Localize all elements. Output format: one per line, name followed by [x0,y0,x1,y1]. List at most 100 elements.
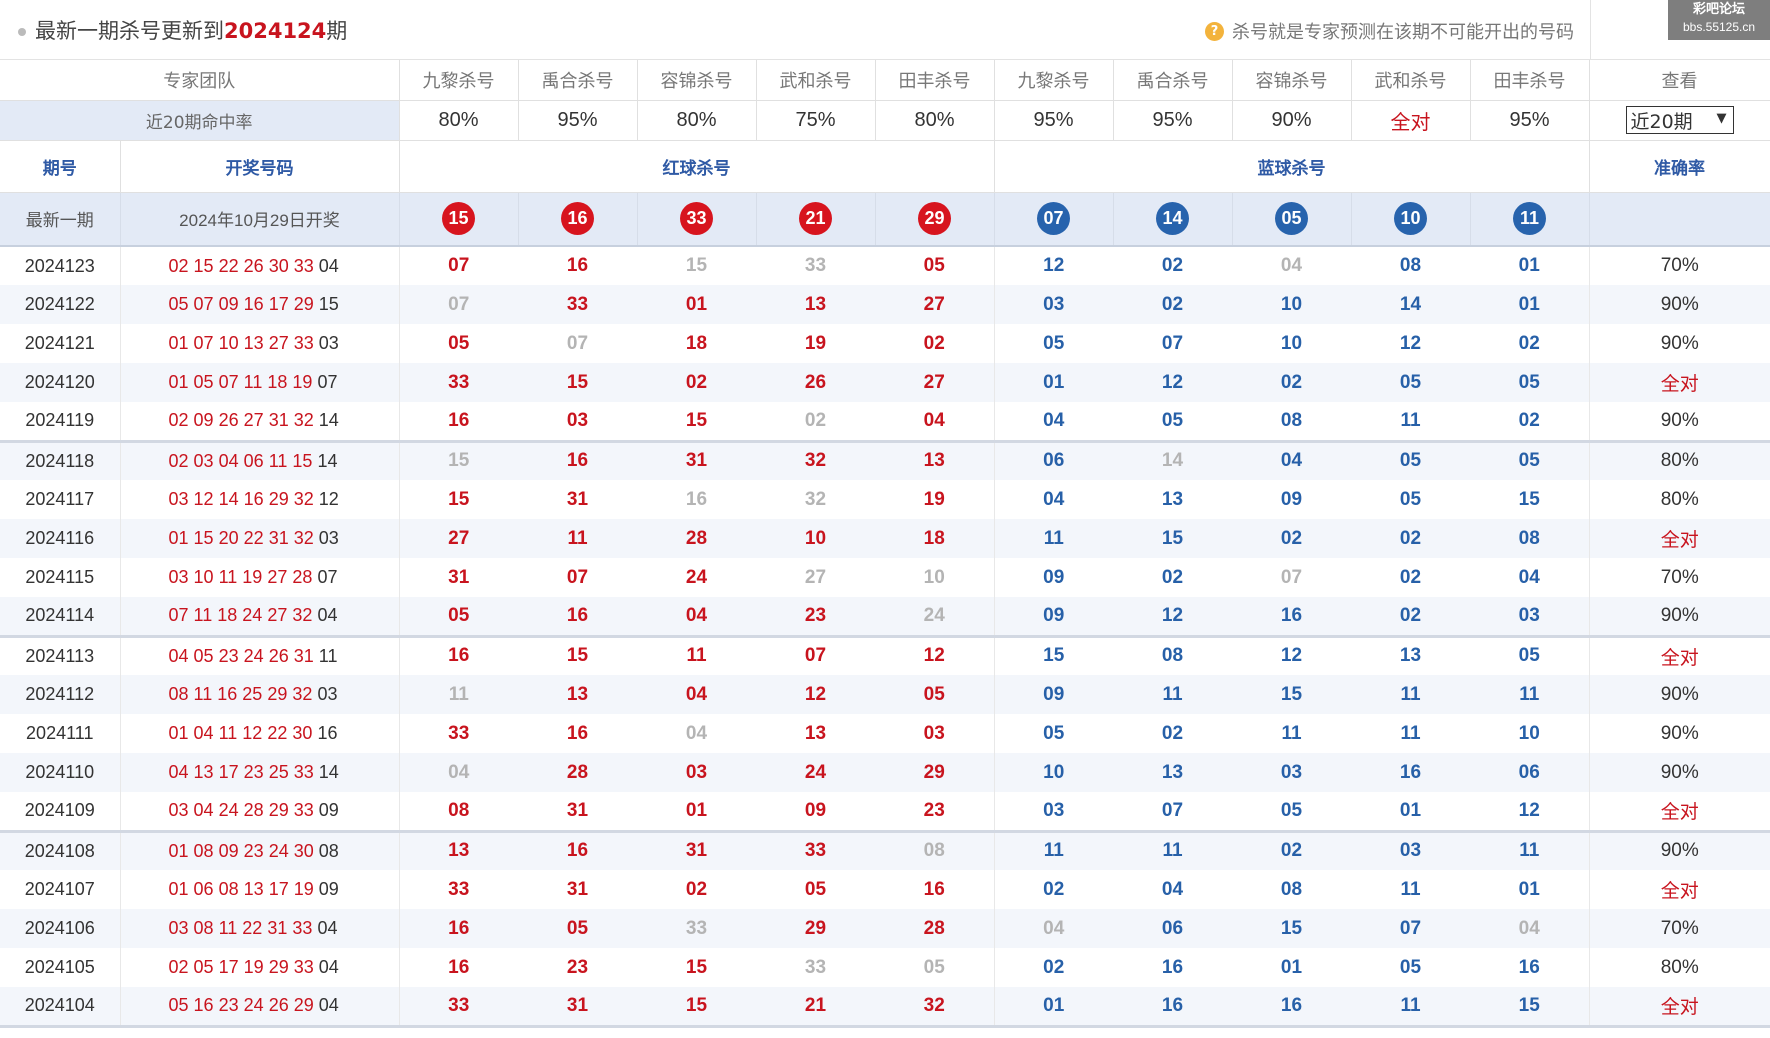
hit-rate-value: 全对 [1351,100,1471,141]
draw-blue-number: 14 [317,450,338,471]
draw-red-number: 15 [193,255,214,276]
red-kill-number: 27 [804,566,827,588]
table-row: 2024105 02 05 17 19 29 33 04 16 23 15 33 05 02 1… [0,948,1770,987]
draw-red-number: 09 [193,410,214,431]
draw-red-number: 02 [168,255,189,276]
blue-kill-number: 01 [1518,255,1540,276]
red-kill-number: 04 [637,675,756,714]
draw-red-number: 17 [218,957,239,977]
red-kill-number: 33 [637,909,756,948]
red-kill-number: 13 [518,675,637,714]
red-kill-number: 01 [637,792,756,833]
blue-kill-number: 02 [1518,332,1540,354]
blue-kill-number: 12 [1113,597,1232,638]
issue-header: 期号 [0,140,121,193]
blue-kill-number: 05 [1518,645,1540,667]
blue-kill-number: 02 [1113,285,1232,324]
draw-numbers: 03 08 11 22 31 33 04 [120,909,400,948]
draw-red-number: 28 [292,567,313,587]
draw-blue-number: 09 [318,800,339,821]
draw-red-number: 26 [243,255,264,276]
hit-rate-value: 95% [1113,100,1233,141]
red-kill-number: 31 [637,441,756,480]
draw-numbers: 01 07 10 13 27 33 03 [120,324,400,363]
blue-kill-number: 11 [1400,722,1421,744]
blue-kill-number: 05 [1399,488,1422,510]
draw-red-number: 11 [218,918,238,938]
draw-red-number: 08 [218,879,239,899]
accuracy-value: 全对 [1588,363,1770,402]
issue-number: 2024122 [0,285,121,324]
draw-numbers: 05 07 09 16 17 29 15 [120,285,400,324]
red-kill-number: 24 [756,753,875,792]
red-kill-number: 07 [566,332,589,354]
blue-kill-number: 08 [1470,519,1589,558]
draw-red-number: 33 [293,255,314,276]
draw-numbers: 02 15 22 26 30 33 04 [120,246,400,285]
draw-red-number: 01 [168,840,189,861]
latest-red-cell: 33 [637,192,757,247]
latest-red-cell: 21 [756,192,876,247]
draw-red-number: 22 [267,723,288,743]
red-kill-number: 32 [804,488,827,510]
blue-kill-number: 15 [1470,987,1589,1028]
red-kill-number: 27 [399,519,518,558]
accuracy-value: 90% [1588,714,1770,753]
latest-accuracy-cell [1589,192,1770,247]
red-kill-number: 13 [804,722,827,744]
accuracy-value: 90% [1588,597,1770,638]
red-kill-number: 31 [518,792,637,833]
draw-blue-number: 03 [317,684,338,704]
accuracy-value: 70% [1588,909,1770,948]
draw-blue-number: 07 [317,372,338,392]
draw-red-number: 05 [193,372,214,392]
table-row: 2024119 02 09 26 27 31 32 14 16 03 15 02 04 04 0… [0,402,1770,443]
blue-ball: 07 [1037,202,1070,236]
draw-red-number: 03 [168,567,189,587]
issue-number: 2024113 [0,636,121,675]
issue-number: 2024114 [0,597,121,638]
blue-kill-number: 16 [1113,987,1232,1028]
draw-red-number: 04 [193,723,214,743]
draw-numbers: 01 15 20 22 31 32 03 [120,519,400,558]
draw-red-number: 27 [267,605,288,626]
period-select[interactable]: 近20期 ▼ [1625,106,1734,134]
draw-blue-number: 11 [318,645,338,666]
issue-number: 2024105 [0,948,121,987]
blue-kill-number: 05 [1043,332,1065,354]
red-kill-number: 16 [518,597,637,638]
red-kill-number: 33 [448,722,470,744]
red-kill-number: 31 [637,831,756,870]
draw-red-number: 11 [243,372,263,392]
draw-red-number: 06 [193,879,214,899]
page-title: 最新一期杀号更新到2024124期 [35,15,347,45]
table-row: 2024108 01 08 09 23 24 30 08 13 16 31 33 08 11 1… [0,831,1770,870]
draw-red-number: 27 [267,567,288,587]
title-issue: 2024124 [224,19,327,43]
blue-kill-number: 07 [1161,332,1184,354]
blue-expert-header: 武和杀号 [1351,60,1471,101]
red-kill-number: 15 [685,255,708,276]
red-kill-number: 16 [448,645,470,667]
draw-red-number: 19 [242,567,263,587]
blue-kill-number: 01 [1280,956,1303,978]
blue-kill-header: 蓝球杀号 [994,140,1590,193]
blue-kill-number: 02 [1232,831,1351,870]
draw-red-number: 08 [168,684,189,704]
table-row: 2024106 03 08 11 22 31 33 04 16 05 33 29 28 04 0… [0,909,1770,948]
red-kill-number: 12 [756,675,875,714]
blue-kill-number: 04 [994,909,1113,948]
table-row: 2024123 02 15 22 26 30 33 04 07 16 15 33 05 12 0… [0,246,1770,285]
draw-red-number: 29 [293,995,314,1016]
table-row: 2024107 01 06 08 13 17 19 09 33 31 02 05 16 02 0… [0,870,1770,909]
draw-red-number: 32 [293,528,314,548]
draw-red-number: 29 [267,684,288,704]
draw-numbers: 01 05 07 11 18 19 07 [120,363,400,402]
draw-red-number: 11 [193,605,213,626]
table-row: 2024117 03 12 14 16 29 32 12 15 31 16 32 19 04 1… [0,480,1770,519]
blue-kill-number: 04 [1280,255,1303,276]
blue-kill-number: 10 [1280,332,1303,354]
question-icon[interactable]: ? [1205,21,1224,41]
draw-numbers: 03 04 24 28 29 33 09 [120,792,400,833]
draw-red-number: 03 [168,918,189,938]
